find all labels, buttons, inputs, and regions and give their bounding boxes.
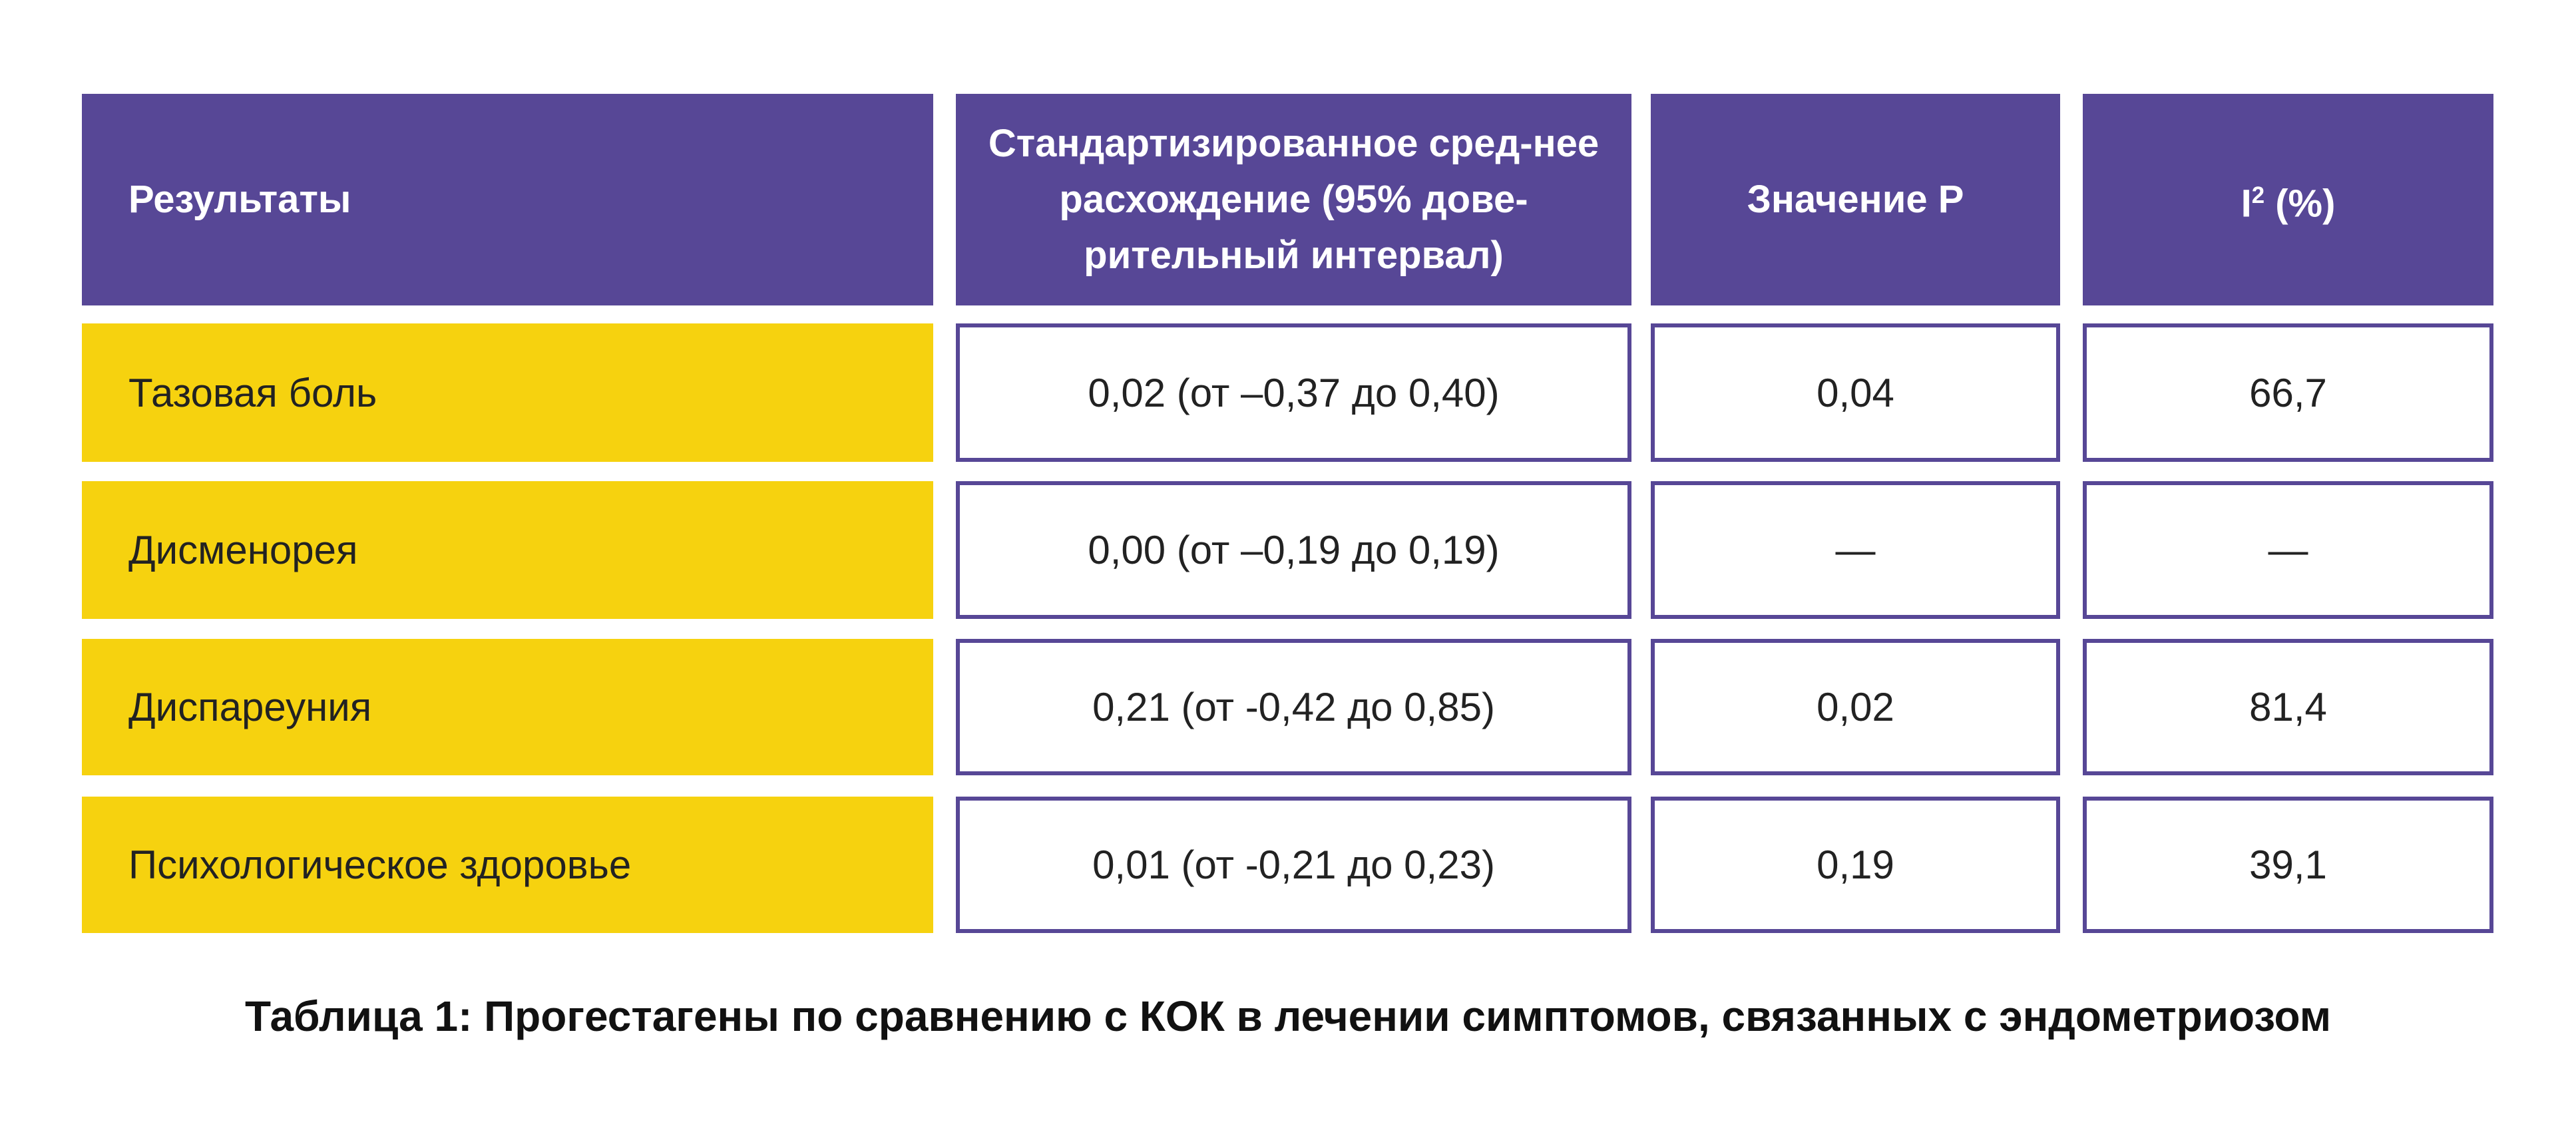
- cell-smd: 0,02 (от –0,37 до 0,40): [956, 323, 1631, 462]
- cell-p: 0,19: [1651, 797, 2060, 933]
- header-p-text: Значение P: [1747, 178, 1964, 221]
- cell-i2: 39,1: [2083, 797, 2493, 933]
- header-i2-text: I2 (%): [2241, 168, 2336, 232]
- header-p-value: Значение P: [1651, 94, 2060, 305]
- row-label: Тазовая боль: [82, 323, 933, 462]
- cell-p: 0,02: [1651, 639, 2060, 775]
- header-smd-text: Стандартизированное сред-нее расхождение…: [988, 122, 1600, 277]
- row-label: Психологическое здоровье: [82, 797, 933, 933]
- i2-base: I: [2241, 182, 2252, 226]
- cell-p: 0,04: [1651, 323, 2060, 462]
- row-label: Дисменорея: [82, 481, 933, 619]
- i2-sup: 2: [2251, 182, 2265, 208]
- header-results: Результаты: [82, 94, 933, 305]
- table-caption: Таблица 1: Прогестагены по сравнению с К…: [244, 992, 2332, 1040]
- cell-smd: 0,00 (от –0,19 до 0,19): [956, 481, 1631, 619]
- cell-i2: —: [2083, 481, 2493, 619]
- header-i2: I2 (%): [2083, 94, 2493, 305]
- cell-smd: 0,01 (от -0,21 до 0,23): [956, 797, 1631, 933]
- header-smd: Стандартизированное сред-нее расхождение…: [956, 94, 1631, 305]
- cell-smd: 0,21 (от -0,42 до 0,85): [956, 639, 1631, 775]
- row-label: Диспареуния: [82, 639, 933, 775]
- cell-i2: 81,4: [2083, 639, 2493, 775]
- cell-i2: 66,7: [2083, 323, 2493, 462]
- cell-p: —: [1651, 481, 2060, 619]
- i2-unit: (%): [2264, 182, 2336, 226]
- header-results-text: Результаты: [128, 178, 351, 221]
